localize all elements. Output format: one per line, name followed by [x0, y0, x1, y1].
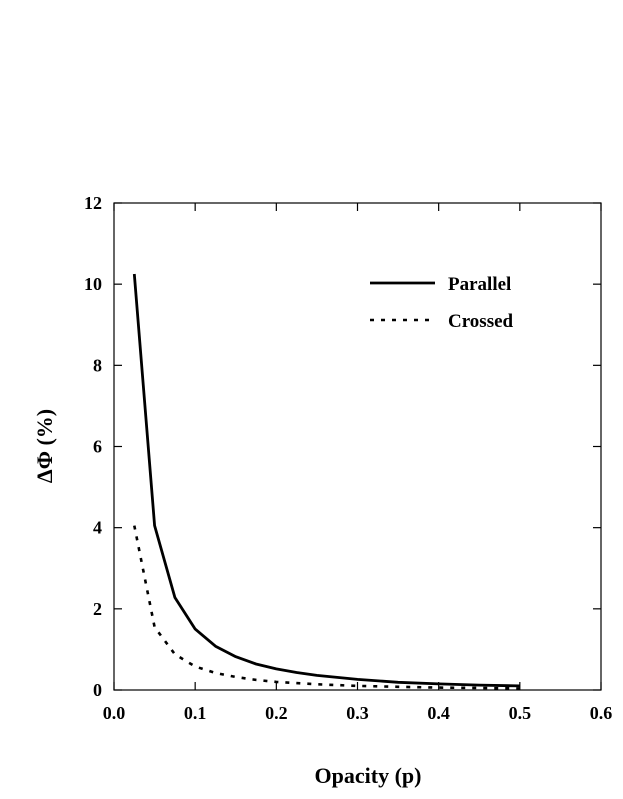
- axes: 0.0 0.1 0.2 0.3 0.4 0.5 0.6 0 2 4 6 8 10 12: [84, 193, 612, 723]
- legend: Parallel Crossed: [370, 274, 514, 332]
- legend-label-parallel: Parallel: [448, 274, 511, 295]
- y-tick-label: 4: [93, 518, 102, 538]
- x-tick-label: 0.6: [590, 703, 613, 723]
- y-tick-label: 12: [84, 193, 102, 213]
- x-tick-label: 0.2: [265, 703, 288, 723]
- y-tick-label: 0: [93, 680, 102, 700]
- y-tick-label: 8: [93, 355, 102, 375]
- y-axis-title: ΔΦ (%): [32, 409, 57, 483]
- y-tick-label: 6: [93, 437, 102, 457]
- series-line-crossed: [133, 525, 520, 690]
- x-tick-label: 0.1: [184, 703, 207, 723]
- x-tick-label: 0.4: [427, 703, 450, 723]
- x-tick-label: 0.3: [346, 703, 369, 723]
- series-layer: [132, 273, 520, 690]
- legend-label-crossed: Crossed: [448, 311, 514, 332]
- x-tick-label: 0.0: [103, 703, 126, 723]
- series-line-parallel: [132, 273, 520, 688]
- x-tick-label: 0.5: [509, 703, 532, 723]
- y-tick-label: 10: [84, 274, 102, 294]
- x-axis-title: Opacity (p): [315, 763, 422, 788]
- y-tick-label: 2: [93, 599, 102, 619]
